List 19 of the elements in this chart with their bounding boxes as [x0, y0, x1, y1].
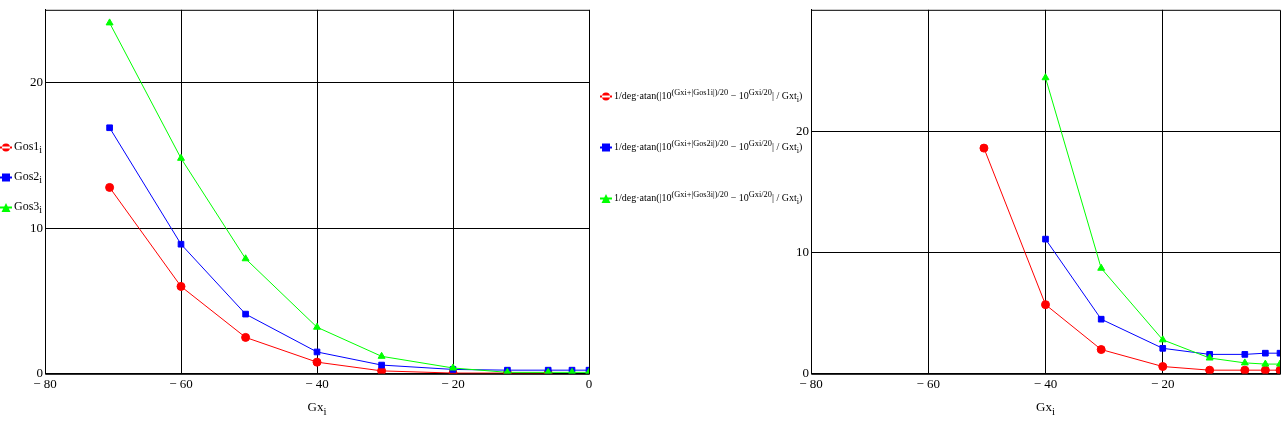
x-tick-label: − 60: [169, 376, 193, 392]
legend-label: Gos2$_{i}$: [14, 168, 43, 186]
y-tick-label: 20: [30, 74, 43, 90]
x-tick-label: 0: [585, 376, 593, 392]
y-tick-label: 10: [30, 219, 43, 235]
legend-label: 1/deg·atan(|10$^{(Gxi+|Gos1i|)/20}$ − 10$^{Gxi/20}$| / Gxt$_{i}$): [614, 88, 803, 105]
x-axis-title: Gx$_{i}$: [307, 399, 327, 417]
x-tick-label: − 40: [1033, 376, 1058, 392]
legend-label: Gos3$_{i}$: [14, 198, 43, 216]
x-axis-title: Gx$_{i}$: [1036, 399, 1055, 417]
legend-label: Gos1$_{i}$: [14, 139, 43, 156]
x-tick-label: − 40: [305, 376, 329, 392]
x-tick-label: − 20: [441, 376, 465, 392]
x-tick-label: − 60: [916, 376, 941, 392]
y-tick-label: 10: [796, 243, 809, 259]
y-tick-label: 20: [796, 122, 809, 138]
legend-label: 1/deg·atan(|10$^{(Gxi+|Gos3i|)/20}$ − 10$^{Gxi/20}$| / Gxt$_{i}$): [614, 189, 803, 207]
x-tick-label: − 20: [1150, 376, 1175, 392]
legend-label: 1/deg·atan(|10$^{(Gxi+|Gos2i|)/20}$ − 10$^{Gxi/20}$| / Gxt$_{i}$): [614, 138, 803, 156]
